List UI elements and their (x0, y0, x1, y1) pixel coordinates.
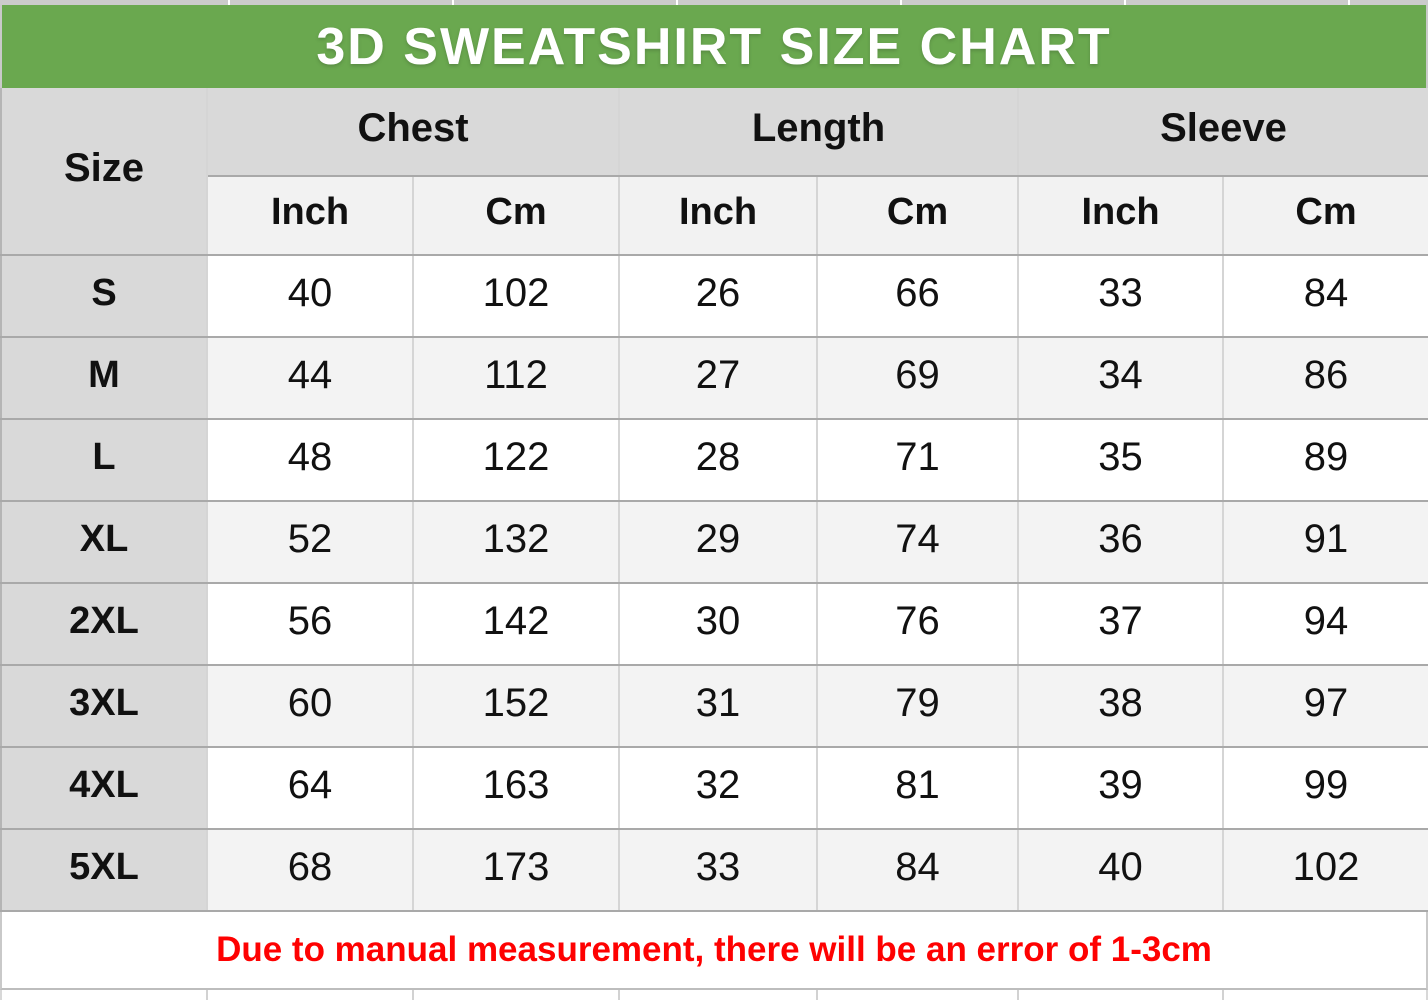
measurement-cell: 132 (413, 501, 621, 584)
size-cell: 3XL (0, 665, 208, 748)
gridline-tick (618, 990, 620, 1000)
table-row: 3XL 60 152 31 79 38 97 (0, 665, 1428, 748)
measurement-cell: 89 (1223, 419, 1428, 502)
measurement-cell: 60 (207, 665, 414, 748)
unit-header-row: Inch Cm Inch Cm Inch Cm (1, 176, 1428, 256)
measurement-cell: 91 (1223, 501, 1428, 584)
gridline-tick (228, 0, 230, 5)
gridline-tick (412, 990, 414, 1000)
measurement-cell: 69 (817, 337, 1020, 420)
measurement-cell: 38 (1018, 665, 1225, 748)
spreadsheet-top-gridline-strip (0, 0, 1428, 5)
measurement-note: Due to manual measurement, there will be… (216, 930, 1212, 969)
measurement-cell: 122 (413, 419, 621, 502)
measurement-cell: 52 (207, 501, 414, 584)
size-cell: 5XL (0, 829, 208, 912)
measurement-cell: 36 (1018, 501, 1225, 584)
measurement-cell: 74 (817, 501, 1020, 584)
chart-title: 3D SWEATSHIRT SIZE CHART (316, 17, 1112, 76)
measurement-cell: 56 (207, 583, 414, 666)
measurement-cell: 35 (1018, 419, 1225, 502)
gridline-tick (1348, 0, 1350, 5)
measurement-cell: 112 (413, 337, 621, 420)
measurement-cell: 29 (619, 501, 819, 584)
size-cell: XL (0, 501, 208, 584)
measurement-cell: 40 (1018, 829, 1225, 912)
measurement-cell: 142 (413, 583, 621, 666)
sleeve-inch-header: Inch (1018, 176, 1225, 256)
size-cell: S (0, 255, 208, 338)
gridline-tick (900, 0, 902, 5)
measurement-cell: 97 (1223, 665, 1428, 748)
measurement-cell: 86 (1223, 337, 1428, 420)
measurement-cell: 37 (1018, 583, 1225, 666)
measurement-cell: 66 (817, 255, 1020, 338)
measurement-cell: 34 (1018, 337, 1225, 420)
size-cell: M (0, 337, 208, 420)
gridline-tick (1124, 0, 1126, 5)
gridline-tick (1222, 990, 1224, 1000)
chart-title-banner: 3D SWEATSHIRT SIZE CHART (0, 5, 1428, 88)
length-inch-header: Inch (619, 176, 819, 256)
gridline-tick (816, 990, 818, 1000)
chest-group-header: Chest (207, 88, 621, 177)
measurement-cell: 40 (207, 255, 414, 338)
gridline-tick (1017, 990, 1019, 1000)
measurement-cell: 26 (619, 255, 819, 338)
size-cell: 4XL (0, 747, 208, 830)
table-row: 4XL 64 163 32 81 39 99 (0, 747, 1428, 830)
table-row: XL 52 132 29 74 36 91 (0, 501, 1428, 584)
size-cell: 2XL (0, 583, 208, 666)
gridline-tick (206, 990, 208, 1000)
chest-inch-header: Inch (206, 176, 414, 256)
table-row: 5XL 68 173 33 84 40 102 (0, 829, 1428, 912)
table-row: L 48 122 28 71 35 89 (0, 419, 1428, 502)
measurement-cell: 33 (619, 829, 819, 912)
size-chart-table: Size Chest Length Sleeve Inch Cm Inch Cm… (0, 88, 1428, 912)
measurement-cell: 31 (619, 665, 819, 748)
gridline-tick (676, 0, 678, 5)
measurement-cell: 99 (1223, 747, 1428, 830)
measurement-cell: 81 (817, 747, 1020, 830)
measurement-note-row: Due to manual measurement, there will be… (0, 912, 1428, 990)
measurement-cell: 163 (413, 747, 621, 830)
table-row: S 40 102 26 66 33 84 (0, 255, 1428, 338)
length-group-header: Length (619, 88, 1020, 177)
measurement-cell: 102 (1223, 829, 1428, 912)
measurement-cell: 68 (207, 829, 414, 912)
measurement-cell: 71 (817, 419, 1020, 502)
measurement-cell: 173 (413, 829, 621, 912)
measurement-cell: 102 (413, 255, 621, 338)
size-table-body: S 40 102 26 66 33 84 M 44 112 27 69 34 86 L 48 122 28 71 35… (0, 255, 1428, 912)
table-row: 2XL 56 142 30 76 37 94 (0, 583, 1428, 666)
group-header-row: Size Chest Length Sleeve (0, 88, 1428, 256)
measurement-cell: 48 (207, 419, 414, 502)
measurement-cell: 27 (619, 337, 819, 420)
size-cell: L (0, 419, 208, 502)
measurement-cell: 30 (619, 583, 819, 666)
gridline-tick (452, 0, 454, 5)
length-cm-header: Cm (817, 176, 1020, 256)
measurement-cell: 39 (1018, 747, 1225, 830)
measurement-cell: 64 (207, 747, 414, 830)
measurement-cell: 44 (207, 337, 414, 420)
measurement-cell: 84 (817, 829, 1020, 912)
size-column-header: Size (0, 88, 208, 256)
measurement-cell: 76 (817, 583, 1020, 666)
measurement-cell: 94 (1223, 583, 1428, 666)
measurement-cell: 32 (619, 747, 819, 830)
spreadsheet-bottom-gridline-strip (0, 990, 1428, 1000)
chest-cm-header: Cm (413, 176, 621, 256)
measurement-cell: 28 (619, 419, 819, 502)
measurement-cell: 79 (817, 665, 1020, 748)
table-row: M 44 112 27 69 34 86 (0, 337, 1428, 420)
sleeve-group-header: Sleeve (1018, 88, 1428, 177)
measurement-cell: 152 (413, 665, 621, 748)
measurement-cell: 33 (1018, 255, 1225, 338)
measurement-cell: 84 (1223, 255, 1428, 338)
sleeve-cm-header: Cm (1223, 176, 1428, 256)
